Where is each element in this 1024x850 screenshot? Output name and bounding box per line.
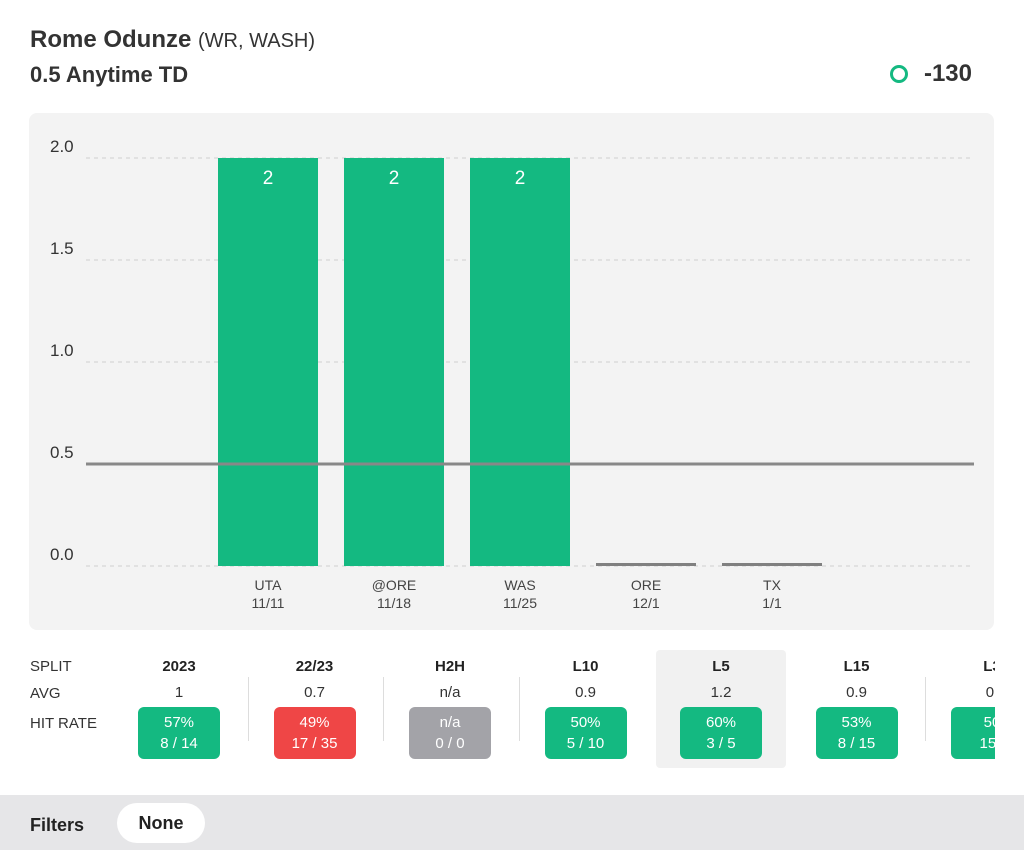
filters-bar: Filters None (0, 795, 1024, 850)
hit-rate-percent: n/a (439, 714, 461, 731)
split-name: L5 (712, 658, 730, 675)
avg-label: AVG (30, 685, 61, 702)
bar-chart: 0.0 0.5 1.0 1.5 2.0 2 UTA 11/11 2 @ORE 11/18 2 WAS 11… (50, 137, 974, 611)
split-avg: 0.9 (846, 684, 867, 701)
bar-value-label: 2 (389, 168, 400, 189)
bar-value-label: 2 (263, 168, 274, 189)
hit-rate-percent: 53% (841, 714, 872, 731)
market-title: 0.5 Anytime TD (30, 62, 189, 87)
hit-rate-badge: 57% 8 / 14 (138, 707, 220, 759)
split-avg: 1.2 (710, 684, 732, 701)
player-title: Rome Odunze (WR, WASH) (30, 26, 315, 54)
bar (596, 563, 696, 566)
y-tick-label: 0.0 (50, 545, 74, 564)
bar (470, 158, 570, 566)
bar-value-label: 2 (515, 168, 526, 189)
hit-rate-percent: 50 (983, 714, 995, 731)
x-tick-opponent: UTA (255, 577, 283, 593)
splits-table: SPLIT AVG HIT RATE 2023 1 57% 8 / 14 22/23 0.… (0, 650, 995, 775)
column-separator (925, 677, 926, 741)
split-avg: 0.7 (304, 684, 325, 701)
split-name: 22/23 (295, 658, 334, 675)
hit-rate-percent: 57% (163, 714, 195, 731)
column-separator (383, 677, 384, 741)
split-avg: n/a (439, 684, 461, 701)
hit-rate-fraction: 17 / 35 (291, 735, 338, 752)
split-column-h2h[interactable]: H2H n/a n/a 0 / 0 (385, 650, 515, 768)
odds-display[interactable]: -130 (889, 60, 972, 88)
y-tick-label: 0.5 (50, 443, 74, 462)
x-tick-date: 12/1 (632, 595, 659, 611)
y-tick-label: 1.5 (50, 239, 74, 258)
split-avg: 0.9 (575, 684, 596, 701)
x-tick-date: 11/25 (503, 595, 537, 611)
bar (344, 158, 444, 566)
hit-rate-fraction: 8 / 15 (837, 735, 876, 752)
x-tick-opponent: WAS (504, 577, 535, 593)
hit-rate-fraction: 8 / 14 (160, 735, 198, 752)
hit-rate-fraction: 15 / (979, 735, 995, 752)
split-column-22-23[interactable]: 22/23 0.7 49% 17 / 35 (250, 650, 380, 768)
player-name: Rome Odunze (30, 26, 192, 53)
hit-rate-fraction: 0 / 0 (435, 735, 465, 752)
hit-rate-badge: 50 15 / (951, 707, 995, 759)
x-tick-date: 11/18 (377, 595, 411, 611)
x-tick-opponent: ORE (631, 577, 661, 593)
odds-ring-icon (889, 65, 908, 83)
split-column-l15[interactable]: L15 0.9 53% 8 / 15 (792, 650, 922, 768)
split-name: L10 (572, 658, 599, 675)
hit-rate-badge: 53% 8 / 15 (815, 707, 898, 759)
x-tick-opponent: @ORE (372, 577, 417, 593)
split-column-l5[interactable]: L5 1.2 60% 3 / 5 (656, 650, 786, 768)
split-avg: 0. (985, 684, 995, 701)
split-name: L3 (983, 658, 995, 675)
split-avg: 1 (174, 684, 184, 701)
hit-rate-badge: 60% 3 / 5 (680, 707, 762, 759)
hit-rate-percent: 60% (705, 714, 737, 731)
hit-rate-fraction: 3 / 5 (706, 735, 736, 752)
hit-rate-badge: 50% 5 / 10 (544, 707, 627, 759)
filters-label: Filters (30, 815, 85, 835)
odds-value: -130 (923, 60, 972, 87)
hit-rate-fraction: 5 / 10 (566, 735, 605, 752)
hit-rate-badge: n/a 0 / 0 (409, 707, 491, 759)
hit-rate-percent: 49% (299, 714, 330, 731)
x-tick-date: 11/11 (252, 595, 285, 611)
split-column-l3[interactable]: L3 0. 50 15 / (927, 650, 995, 768)
x-tick-date: 1/1 (762, 595, 782, 611)
chart-card: 0.0 0.5 1.0 1.5 2.0 2 UTA 11/11 2 @ORE 11/18 2 WAS 11… (29, 113, 994, 630)
hit-rate-badge: 49% 17 / 35 (273, 707, 356, 759)
column-separator (518, 677, 520, 741)
y-tick-label: 1.0 (50, 341, 74, 360)
filter-chip-none[interactable]: None (117, 803, 205, 843)
bar (722, 563, 822, 566)
split-name: L15 (843, 658, 870, 675)
bar (218, 158, 318, 566)
column-separator (247, 677, 249, 741)
split-column-l10[interactable]: L10 0.9 50% 5 / 10 (521, 650, 651, 768)
x-tick-opponent: TX (763, 577, 782, 593)
split-name: H2H (434, 658, 465, 675)
hit-rate-percent: 50% (570, 714, 601, 731)
y-tick-label: 2.0 (50, 137, 74, 156)
hit-rate-label: HIT RATE (30, 715, 97, 732)
split-label: SPLIT (30, 658, 72, 675)
split-column-2023[interactable]: 2023 1 57% 8 / 14 (114, 650, 244, 768)
player-meta: (WR, WASH) (198, 30, 316, 52)
split-name: 2023 (162, 658, 196, 675)
